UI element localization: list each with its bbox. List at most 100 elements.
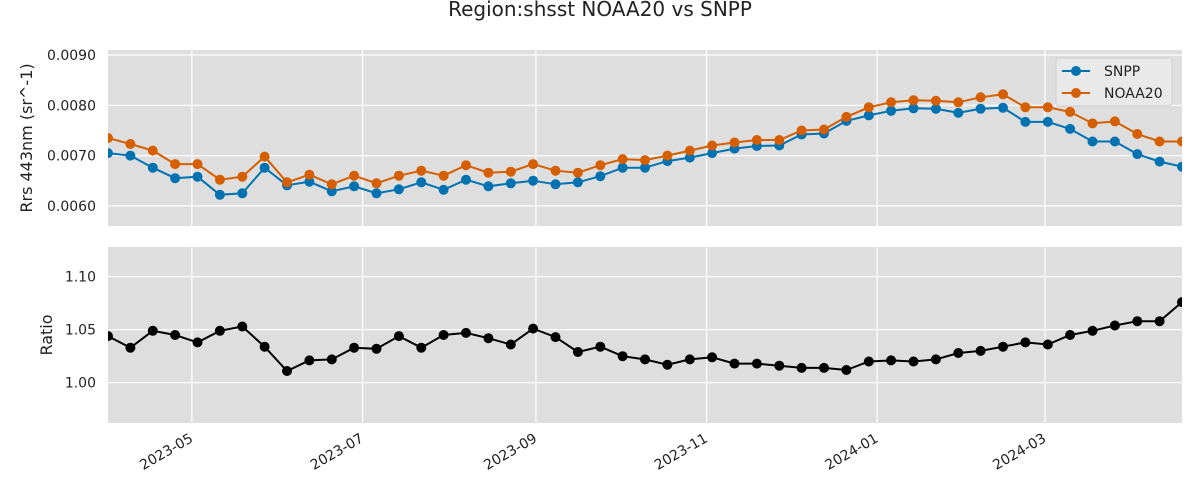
bottom-panel: 1.00 1.05 1.10 Ratio [37,247,1182,423]
x-tick-label: 2023-11 [652,431,711,474]
data-point [1177,161,1182,172]
data-point [528,159,539,170]
data-point [259,151,270,162]
data-point [1087,325,1098,336]
data-point [1087,136,1098,147]
data-point [1020,102,1031,113]
data-point [617,154,628,165]
data-point [684,145,695,156]
data-point [550,179,561,190]
data-point [751,358,762,369]
data-point [371,343,382,354]
data-point [147,145,158,156]
data-point [349,342,360,353]
data-point [349,170,360,181]
data-point [1042,102,1053,113]
legend-marker [1071,66,1081,76]
data-point [953,107,964,118]
data-point [393,184,404,195]
data-point [617,162,628,173]
data-point [1132,149,1143,160]
series-ratio [108,297,1182,376]
y-tick-label: 1.10 [65,270,96,286]
data-point [796,362,807,373]
data-point [461,160,471,171]
data-point [371,178,382,189]
data-point [438,184,449,195]
x-axis: 2023-05 2023-07 2023-09 2023-11 2024-01 2024-… [137,431,1049,474]
data-point [908,95,919,106]
data-point [438,170,449,181]
legend-label: NOAA20 [1104,86,1163,102]
y-axis-label: Rrs 443nm (sr^-1) [17,63,36,212]
data-point [863,102,874,113]
data-point [108,331,113,342]
data-point [438,330,449,340]
data-point [393,170,404,181]
data-point [237,171,248,182]
data-point [908,103,919,114]
data-point [1109,320,1120,331]
data-point [975,103,986,114]
data-point [640,162,650,173]
data-point [505,178,516,189]
y-tick-label: 1.00 [65,376,96,392]
data-point [998,89,1008,100]
plot-area-1 [108,247,1182,423]
data-point [237,321,248,332]
top-panel: 0.0060 0.0070 0.0080 0.0090 Rrs 443nm (sr^-1… [17,48,1182,226]
data-point [707,148,718,159]
data-point [170,173,181,184]
data-point [1177,297,1182,308]
data-point [930,354,941,365]
data-point [595,160,606,171]
data-point [841,111,852,122]
y-tick-label: 1.05 [65,323,96,339]
data-point [147,325,158,336]
data-point [998,341,1008,352]
data-point [304,169,315,180]
data-point [259,162,270,173]
data-point [304,355,315,366]
data-point [282,177,292,188]
data-point [774,135,785,145]
data-point [326,354,337,365]
data-point [774,360,785,371]
data-point [595,341,606,352]
data-point [170,159,181,170]
data-point [640,155,650,166]
data-point [326,179,337,190]
data-point [1132,129,1143,139]
x-tick-label: 2024-01 [822,431,881,474]
data-point [886,105,897,116]
data-point [1154,316,1165,327]
y-tick-label: 0.0090 [47,48,96,64]
data-point [863,110,874,121]
data-point [684,152,695,163]
data-point [371,188,382,199]
data-point [863,356,874,367]
data-point [1109,136,1120,147]
chart-title: Region:shsst NOAA20 vs SNPP [448,0,752,21]
data-point [214,325,225,336]
data-point [1154,136,1165,147]
data-point [237,188,248,199]
x-tick-label: 2023-07 [308,431,367,474]
legend-label: SNPP [1104,64,1140,80]
data-point [1020,337,1031,348]
y-tick-label: 0.0070 [47,149,96,165]
data-point [192,337,203,348]
data-point [528,175,539,186]
data-point [416,165,427,176]
data-point [147,162,158,173]
y-tick-label: 0.0060 [47,199,96,215]
data-point [259,341,270,352]
data-point [684,354,695,365]
data-point [572,347,583,357]
series-noaa20 [108,89,1182,190]
legend: SNPP NOAA20 [1055,57,1173,107]
data-point [886,97,897,108]
data-point [1065,106,1076,117]
data-point [640,354,650,365]
